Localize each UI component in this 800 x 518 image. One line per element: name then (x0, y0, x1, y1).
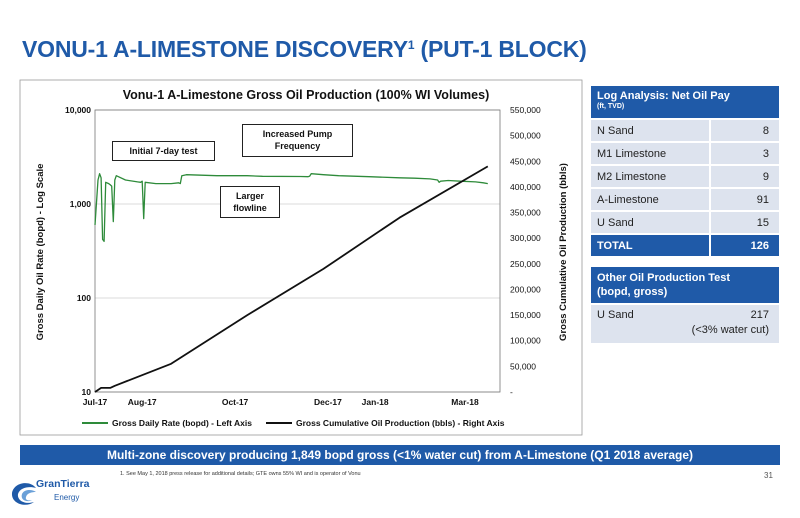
right-tick-label: 350,000 (510, 208, 541, 218)
left-axis-label: Gross Daily Oil Rate (bopd) - Log Scale (35, 164, 46, 341)
right-axis-ticks: - 50,000 100,000 150,000 200,000 250,000 300,0… (510, 105, 541, 397)
chart-series (94, 165, 489, 393)
production-test-table: Other Oil Production Test (bopd, gross) … (591, 267, 779, 343)
log-row: M2 Limestone 9 (591, 166, 779, 189)
left-axis-ticks: 10 100 1,000 10,000 (65, 105, 91, 397)
left-tick-label: 10,000 (65, 105, 91, 115)
x-axis-ticks: Jul-17 Aug-17 Oct-17 Dec-17 Jan-18 Mar-18 (83, 397, 479, 407)
right-tick-label: 150,000 (510, 310, 541, 320)
test-row: U Sand 217 (<3% water cut) (591, 305, 779, 343)
page-number: 31 (764, 471, 773, 480)
x-tick-label: Mar-18 (451, 397, 479, 407)
right-tick-label: 250,000 (510, 259, 541, 269)
production-chart: Vonu-1 A-Limestone Gross Oil Production … (19, 79, 583, 436)
summary-banner: Multi-zone discovery producing 1,849 bop… (20, 445, 780, 465)
x-tick-label: Jul-17 (83, 397, 108, 407)
annotation-pump-frequency: Increased Pump Frequency (242, 124, 353, 157)
left-tick-label: 100 (77, 293, 91, 303)
right-tick-label: 300,000 (510, 233, 541, 243)
log-row: M1 Limestone 3 (591, 143, 779, 166)
company-logo (11, 483, 36, 505)
x-tick-label: Oct-17 (222, 397, 249, 407)
logo-subtext: Energy (54, 493, 80, 502)
plot-area (94, 109, 501, 393)
right-tick-label: - (510, 387, 513, 397)
series-daily-rate (94, 173, 488, 243)
legend: Gross Daily Rate (bopd) - Left Axis Gros… (82, 418, 505, 428)
left-tick-label: 10 (82, 387, 92, 397)
log-analysis-table: Log Analysis: Net Oil Pay (ft, TVD) N Sa… (591, 86, 779, 258)
right-tick-label: 400,000 (510, 182, 541, 192)
test-table-header: Other Oil Production Test (bopd, gross) (591, 267, 779, 305)
right-tick-label: 500,000 (510, 131, 541, 141)
legend-label-cumulative: Gross Cumulative Oil Production (bbls) -… (296, 418, 505, 428)
log-table-header: Log Analysis: Net Oil Pay (ft, TVD) (591, 86, 779, 120)
right-tick-label: 100,000 (510, 336, 541, 346)
x-tick-label: Aug-17 (128, 397, 157, 407)
footnote: 1. See May 1, 2018 press release for add… (120, 471, 361, 477)
log-row: N Sand 8 (591, 120, 779, 143)
right-tick-label: 50,000 (510, 361, 536, 371)
left-tick-label: 1,000 (70, 199, 92, 209)
legend-label-rate: Gross Daily Rate (bopd) - Left Axis (112, 418, 252, 428)
right-tick-label: 450,000 (510, 156, 541, 166)
log-total-row: TOTAL 126 (591, 235, 779, 258)
x-tick-label: Dec-17 (314, 397, 342, 407)
log-row: A-Limestone 91 (591, 189, 779, 212)
annotation-larger-flowline: Larger flowline (220, 186, 280, 218)
log-row: U Sand 15 (591, 212, 779, 235)
annotation-initial-test: Initial 7-day test (112, 141, 215, 161)
slide-title: VONU-1 A-LIMESTONE DISCOVERY1 (PUT-1 BLO… (22, 36, 587, 62)
series-cumulative (94, 165, 489, 393)
logo-wordmark: GranTierra (36, 478, 90, 490)
right-axis-label: Gross Cumulative Oil Production (bbls) (558, 163, 569, 341)
right-tick-label: 550,000 (510, 105, 541, 115)
right-tick-label: 200,000 (510, 284, 541, 294)
x-tick-label: Jan-18 (362, 397, 389, 407)
chart-title: Vonu-1 A-Limestone Gross Oil Production … (123, 88, 489, 102)
chart-frame (19, 79, 583, 436)
